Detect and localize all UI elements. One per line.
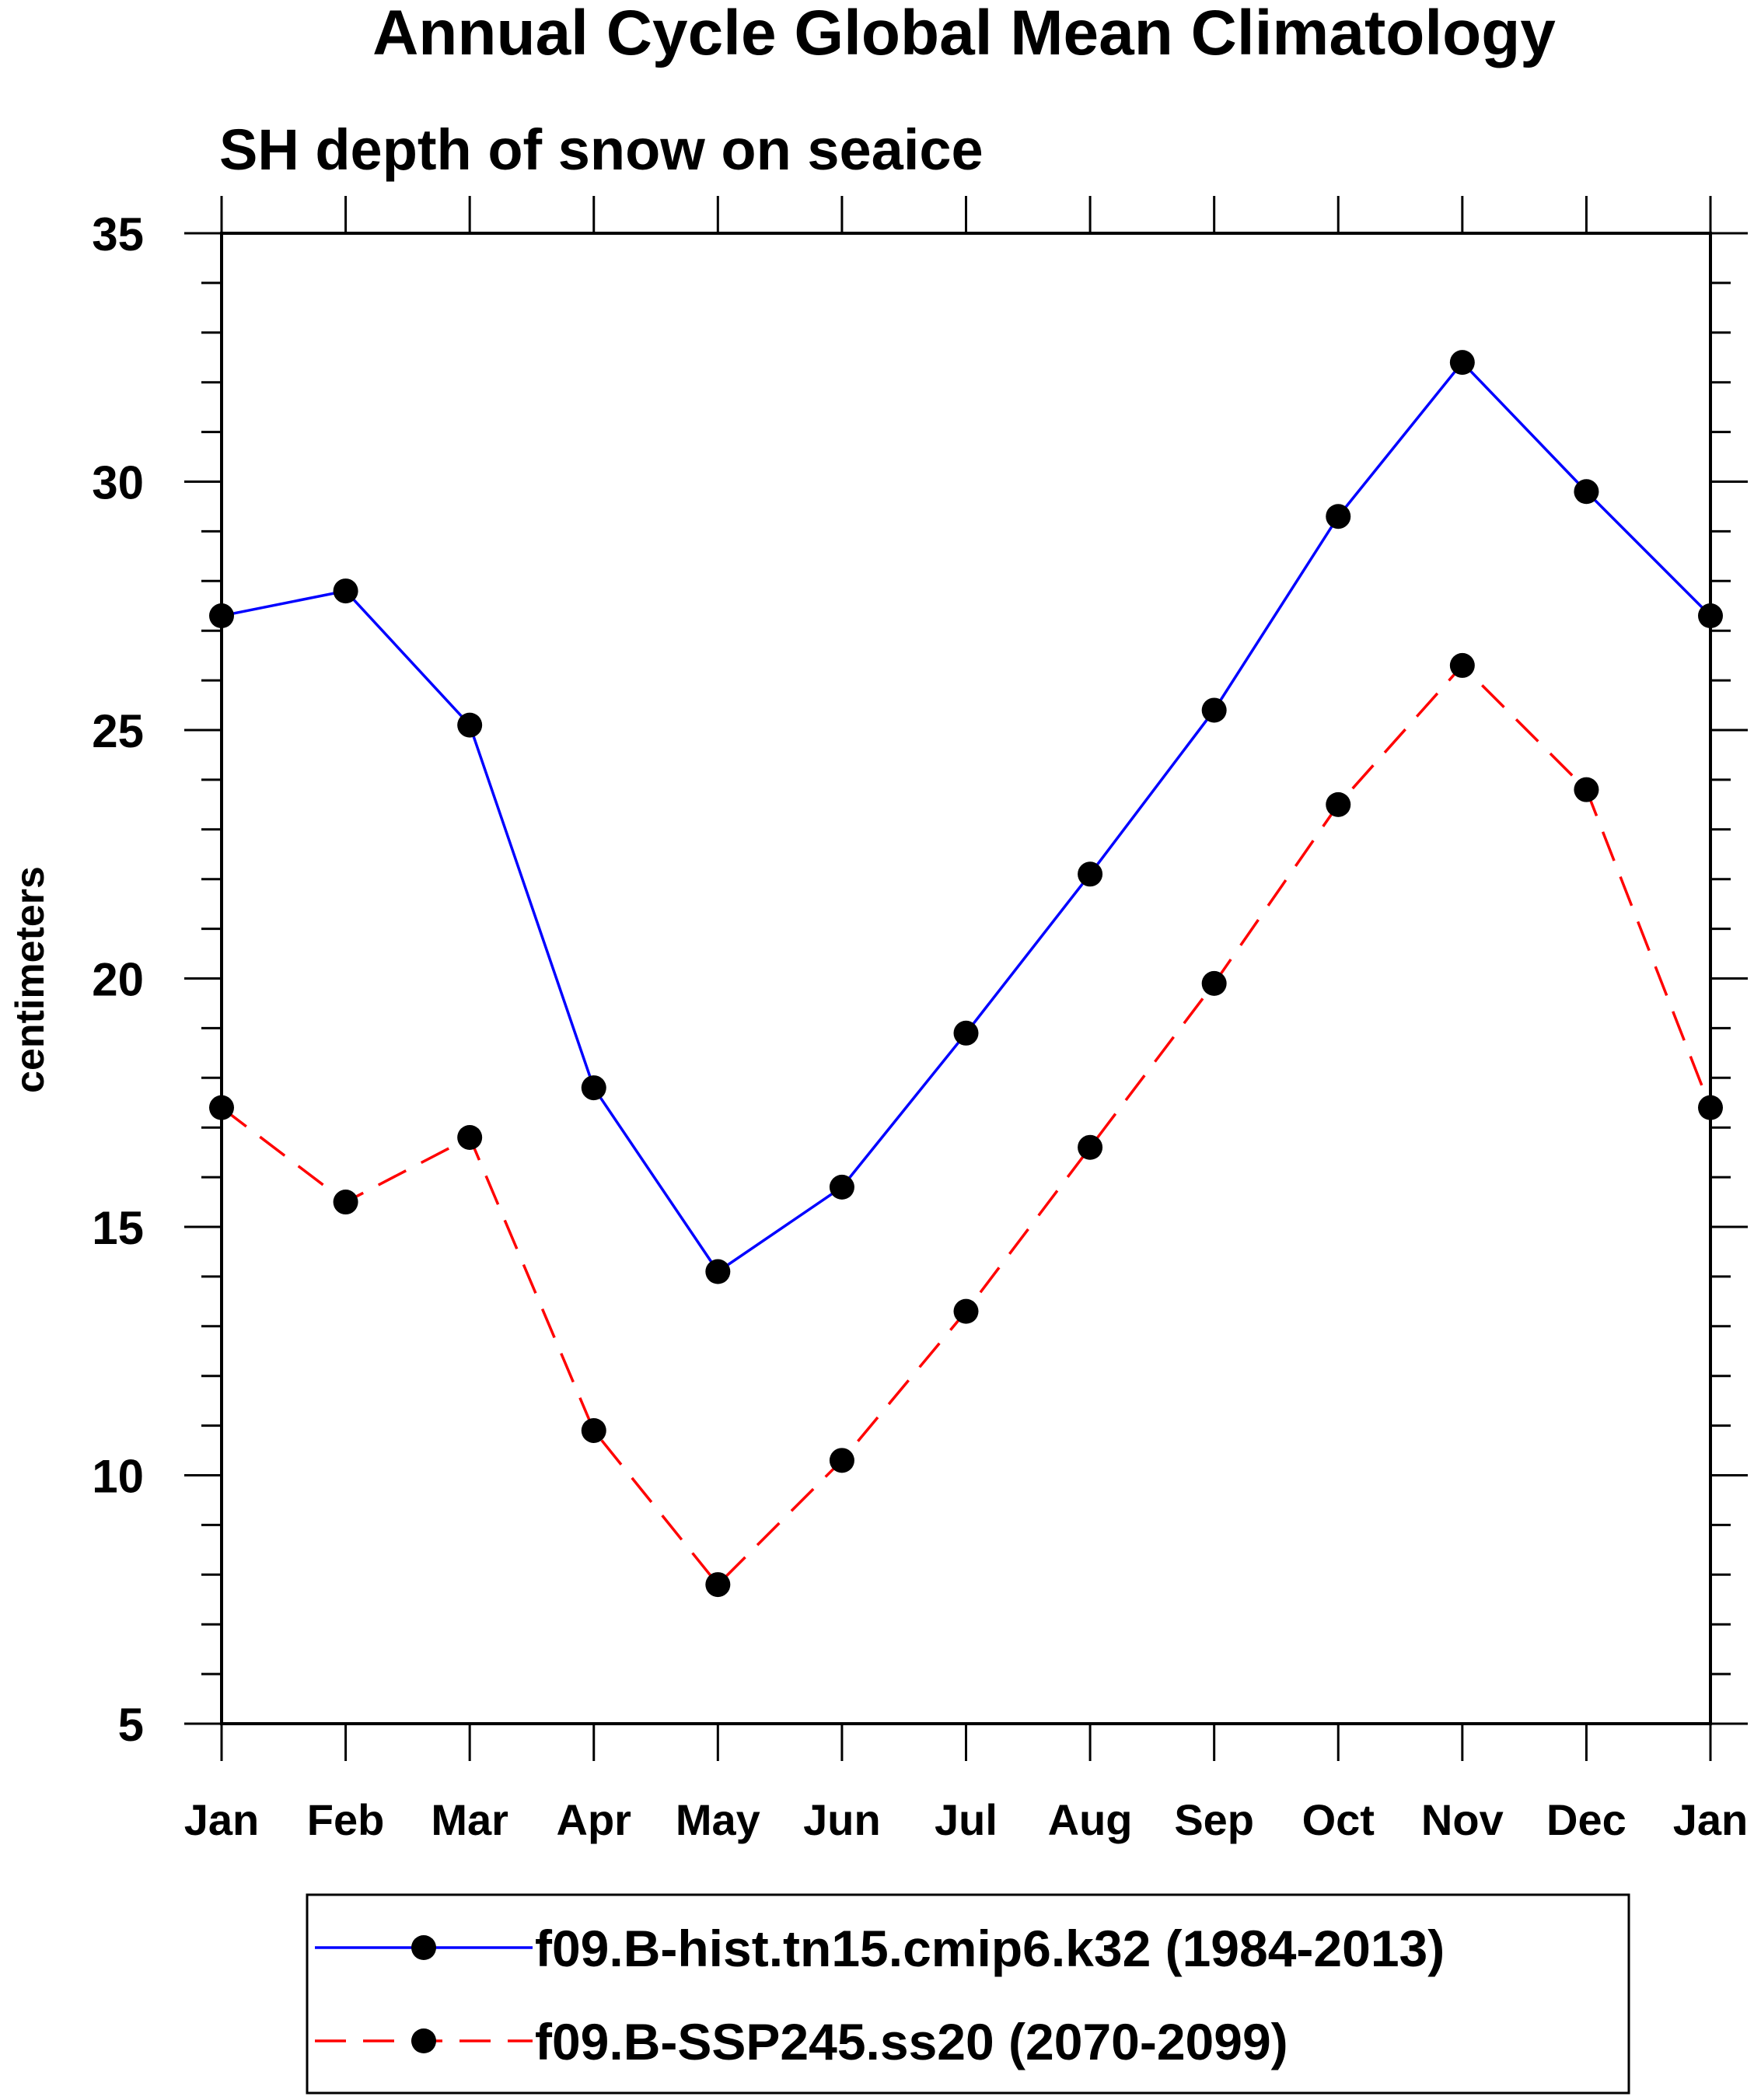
- x-tick-label: Jun: [803, 1795, 881, 1844]
- data-point: [953, 1298, 979, 1324]
- x-tick-label: Sep: [1174, 1795, 1254, 1844]
- y-tick-label: 10: [92, 1451, 144, 1503]
- legend: f09.B-hist.tn15.cmip6.k32 (1984-2013) f09…: [306, 1893, 1630, 2095]
- x-tick-label: Feb: [307, 1795, 385, 1844]
- x-tick-label: Jul: [935, 1795, 998, 1844]
- data-point: [829, 1448, 854, 1473]
- x-tick-label: Nov: [1421, 1795, 1504, 1844]
- x-tick-label: Mar: [431, 1795, 508, 1844]
- data-point: [581, 1075, 606, 1101]
- legend-item-1: f09.B-hist.tn15.cmip6.k32 (1984-2013): [315, 1920, 1445, 1977]
- y-axis-label: centimeters: [8, 866, 53, 1093]
- data-point: [953, 1020, 979, 1046]
- data-point: [1574, 777, 1599, 802]
- x-tick-label: Jan: [184, 1795, 260, 1844]
- data-point: [1201, 970, 1227, 996]
- data-point: [1574, 479, 1599, 505]
- series-layer: [209, 350, 1723, 1598]
- series-line: [220, 663, 1712, 1587]
- series-1: [209, 350, 1723, 1284]
- x-tick-label: Jan: [1673, 1795, 1749, 1844]
- legend-box: [306, 1893, 1630, 2095]
- y-tick-label: 15: [92, 1202, 144, 1254]
- data-point: [705, 1572, 731, 1598]
- legend-marker: [411, 1935, 436, 1960]
- data-point: [1449, 350, 1475, 376]
- y-tick-label: 20: [92, 954, 144, 1006]
- x-tick-label: Apr: [557, 1795, 631, 1844]
- data-point: [581, 1417, 606, 1443]
- chart-subtitle: SH depth of snow on seaice: [219, 117, 984, 182]
- x-tick-label: Aug: [1048, 1795, 1133, 1844]
- series-line: [221, 360, 1712, 1274]
- data-point: [1326, 791, 1351, 817]
- data-point: [457, 1124, 483, 1150]
- y-tick-label: 35: [92, 208, 144, 260]
- data-point: [457, 712, 483, 738]
- data-point: [209, 1095, 234, 1120]
- data-point: [1201, 697, 1227, 723]
- x-tick-label: Dec: [1546, 1795, 1626, 1844]
- data-point: [1449, 652, 1475, 678]
- data-point: [333, 1190, 358, 1215]
- series-2: [209, 652, 1723, 1598]
- legend-label: f09.B-SSP245.ss20 (2070-2099): [535, 2013, 1288, 2070]
- data-point: [1326, 504, 1351, 529]
- legend-item-2: f09.B-SSP245.ss20 (2070-2099): [315, 2013, 1288, 2070]
- data-point: [333, 578, 358, 604]
- x-tick-label: Oct: [1302, 1795, 1375, 1844]
- legend-marker: [411, 2028, 436, 2053]
- data-point: [1078, 1134, 1103, 1160]
- x-tick-label: May: [676, 1795, 760, 1844]
- axes: 5 10 15 20 25 30 35 Jan Feb Mar Apr May Jun Jul Aug Sep…: [92, 196, 1748, 1844]
- y-tick-label: 30: [92, 457, 144, 509]
- data-point: [209, 603, 234, 629]
- legend-label: f09.B-hist.tn15.cmip6.k32 (1984-2013): [535, 1920, 1445, 1977]
- data-point: [829, 1174, 854, 1200]
- data-point: [1078, 861, 1103, 887]
- data-point: [1698, 603, 1723, 629]
- data-point: [1698, 1095, 1723, 1120]
- chart-title: Annual Cycle Global Mean Climatology: [372, 0, 1556, 68]
- y-tick-label: 5: [118, 1699, 144, 1751]
- y-tick-label: 25: [92, 705, 144, 757]
- plot-frame: [220, 232, 1712, 1725]
- data-point: [705, 1259, 731, 1284]
